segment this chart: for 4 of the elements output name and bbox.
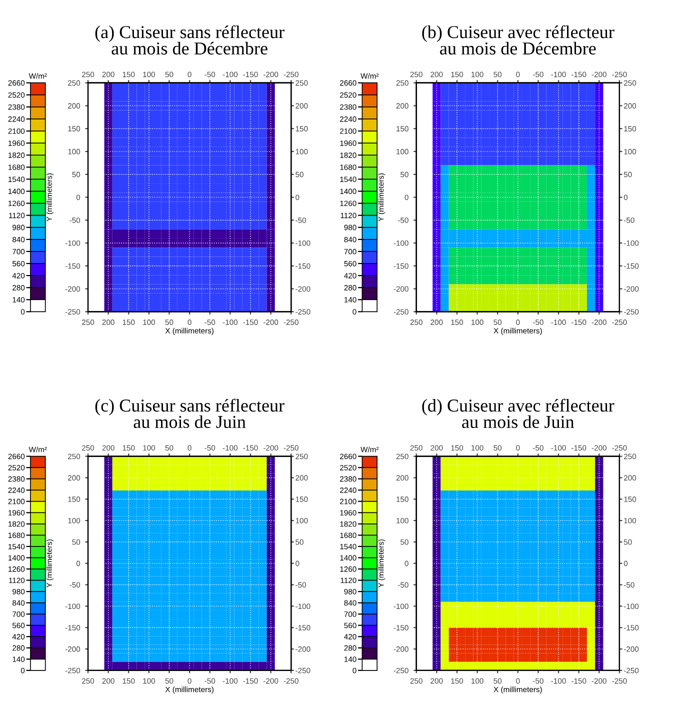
chart-title: (a) Cuiseur sans réflecteur au mois de Décembre bbox=[95, 25, 284, 55]
chart-title: (c) Cuiseur sans réflecteur au mois de Juin bbox=[95, 398, 284, 428]
chart-title: (d) Cuiseur avec réflecteur au mois de Juin bbox=[422, 398, 614, 428]
chart-title: (b) Cuiseur avec réflecteur au mois de Décembre bbox=[422, 25, 614, 55]
